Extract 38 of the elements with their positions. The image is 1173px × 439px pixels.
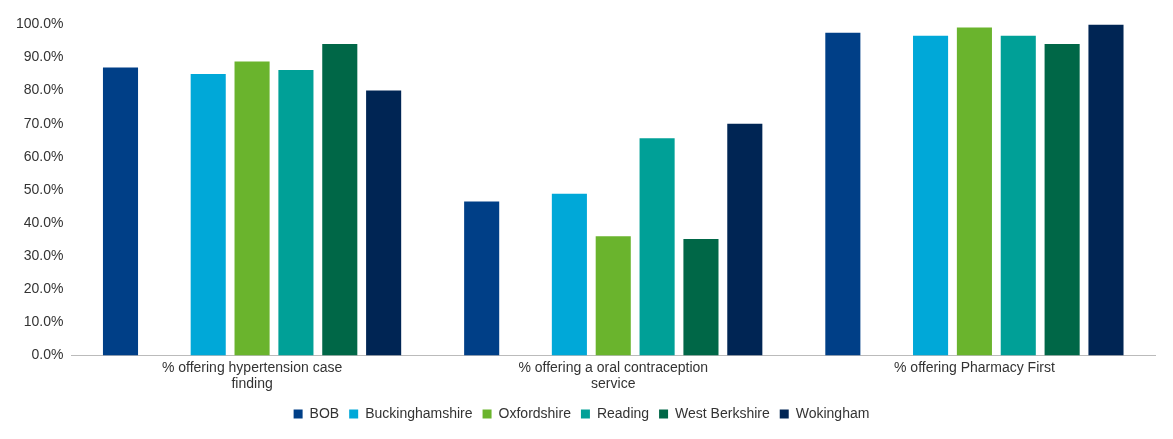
- y-tick-label: 60.0%: [23, 147, 64, 164]
- legend-label: BOB: [309, 404, 340, 421]
- bar: [234, 61, 270, 356]
- x-tick-label: % offering Pharmacy First: [894, 358, 1055, 375]
- x-tick-label: % offering hypertension case finding: [161, 358, 343, 392]
- bar: [727, 123, 763, 356]
- bar: [683, 238, 719, 356]
- bar: [639, 138, 675, 356]
- legend-label: Wokingham: [795, 404, 870, 421]
- legend-label: Buckinghamshire: [365, 404, 473, 421]
- bar: [1088, 24, 1124, 356]
- y-tick-label: 50.0%: [23, 180, 64, 197]
- y-tick-label: 10.0%: [23, 313, 64, 330]
- y-tick-label: 80.0%: [23, 81, 64, 98]
- y-tick-label: 30.0%: [23, 246, 64, 263]
- bar: [913, 35, 949, 356]
- y-tick-label: 90.0%: [23, 48, 64, 65]
- y-tick-label: 100.0%: [16, 15, 64, 32]
- y-tick-label: 70.0%: [23, 114, 64, 131]
- bar: [366, 90, 402, 356]
- legend-label: Oxfordshire: [498, 404, 572, 421]
- bar: [322, 43, 358, 356]
- bar: [551, 193, 587, 356]
- y-tick-label: 0.0%: [31, 346, 64, 363]
- x-tick-label: % offering a oral contraception service: [518, 358, 709, 392]
- bar: [1044, 43, 1080, 356]
- bar: [595, 236, 631, 356]
- legend-label: West Berkshire: [675, 404, 770, 421]
- bar: [102, 67, 139, 356]
- bar: [1000, 35, 1036, 356]
- bar: [190, 74, 226, 356]
- bar: [464, 201, 500, 356]
- bar: [956, 27, 992, 356]
- y-tick-label: 40.0%: [23, 213, 64, 230]
- y-tick-label: 20.0%: [23, 280, 64, 297]
- legend-label: Reading: [596, 404, 650, 421]
- bar: [278, 70, 314, 356]
- bar: [825, 32, 861, 356]
